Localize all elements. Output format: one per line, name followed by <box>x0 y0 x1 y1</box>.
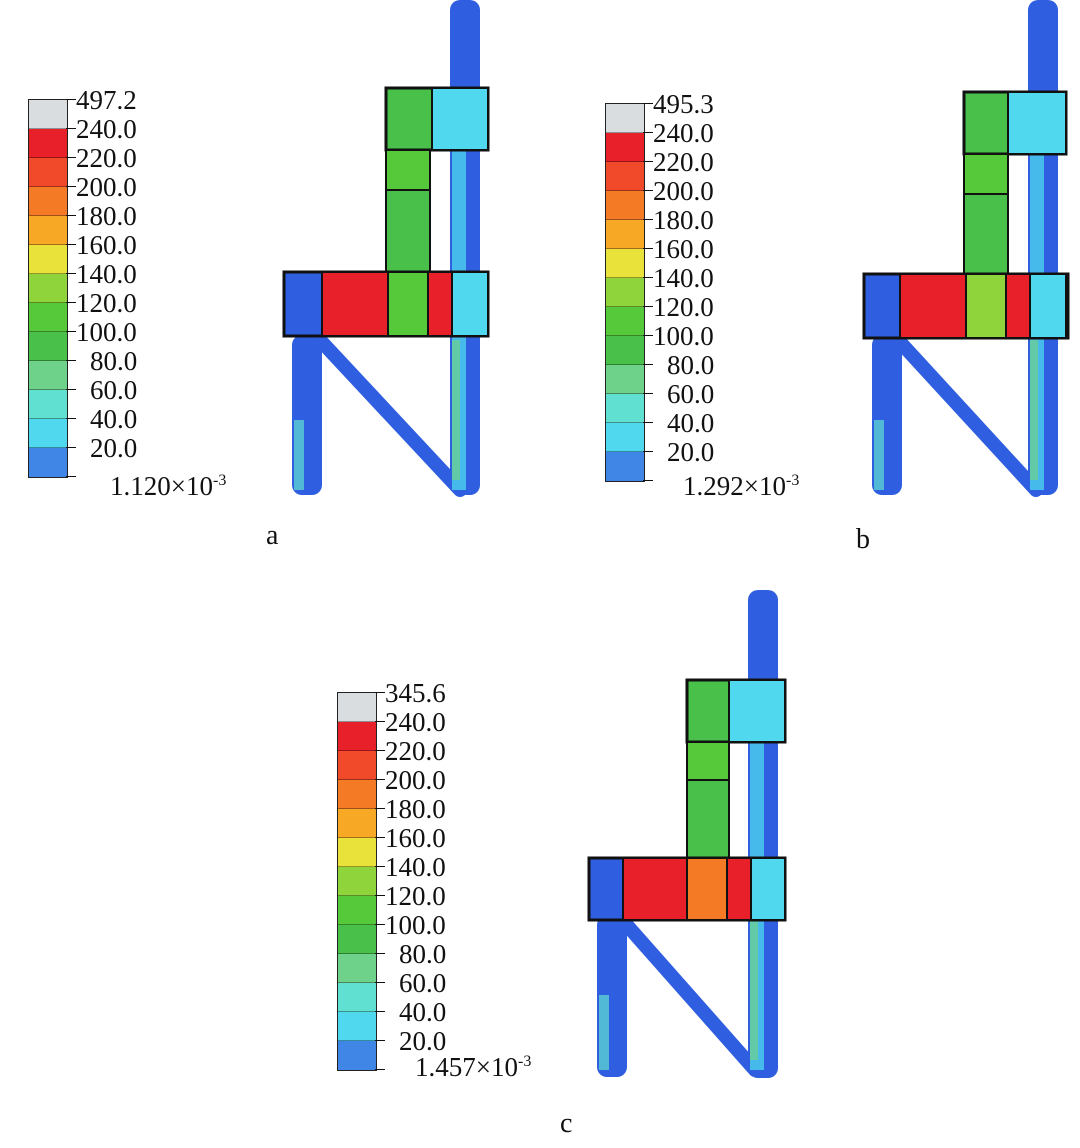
legend-tick-label: 120.0 <box>653 292 714 322</box>
legend-tick-label: 40.0 <box>667 408 715 438</box>
legend-tick-label: 180.0 <box>653 205 714 235</box>
legend-tick-label: 200.0 <box>653 176 714 206</box>
legend-tick-label: 80.0 <box>90 346 138 376</box>
legend-tick-label: 60.0 <box>90 375 138 405</box>
legend-tick-label: 100.0 <box>653 321 714 351</box>
legend-tick-label: 200.0 <box>76 172 137 202</box>
legend-tick-label: 160.0 <box>653 234 714 264</box>
legend-tick-label: 240.0 <box>76 114 137 144</box>
legend-tick-label: 60.0 <box>399 968 447 998</box>
legend-tick-label: 140.0 <box>653 263 714 293</box>
legend-tick-label: 40.0 <box>399 997 447 1027</box>
legend-tick-label: 160.0 <box>76 230 137 260</box>
legend-min-label: 1.292×10-3 <box>683 471 800 501</box>
legend-tick-label: 220.0 <box>385 736 446 766</box>
legend-tick-label: 220.0 <box>76 143 137 173</box>
legend-tick-label: 20.0 <box>667 437 715 467</box>
legend-max-label: 345.6 <box>385 678 446 708</box>
legend-min-label: 1.120×10-3 <box>110 471 227 501</box>
legend-colorbar-c <box>337 692 377 1071</box>
legend-tick-label: 140.0 <box>385 852 446 882</box>
legend-tick-label: 180.0 <box>76 201 137 231</box>
legend-tick-label: 20.0 <box>399 1026 447 1056</box>
legend-colorbar-b <box>605 103 645 482</box>
structure-model-c <box>587 590 787 1078</box>
legend-tick-label: 140.0 <box>76 259 137 289</box>
legend-tick-label: 40.0 <box>90 404 138 434</box>
legend-tick-label: 80.0 <box>667 350 715 380</box>
legend-tick-label: 220.0 <box>653 147 714 177</box>
legend-tick-label: 60.0 <box>667 379 715 409</box>
legend-max-label: 497.2 <box>76 85 137 115</box>
legend-max-label: 495.3 <box>653 89 714 119</box>
structure-model-a <box>282 0 490 497</box>
legend-tick-label: 200.0 <box>385 765 446 795</box>
legend-tick-label: 120.0 <box>76 288 137 318</box>
legend-tick-label: 240.0 <box>653 118 714 148</box>
legend-colorbar-a <box>28 99 68 478</box>
panel-label-a: a <box>266 520 279 551</box>
panel-label-b: b <box>856 524 870 555</box>
panel-label-c: c <box>560 1108 573 1139</box>
legend-tick-label: 240.0 <box>385 707 446 737</box>
legend-tick-label: 20.0 <box>90 433 138 463</box>
structure-model-b <box>862 0 1070 497</box>
legend-tick-label: 160.0 <box>385 823 446 853</box>
legend-min-label: 1.457×10-3 <box>415 1052 532 1082</box>
legend-tick-label: 120.0 <box>385 881 446 911</box>
legend-tick-label: 180.0 <box>385 794 446 824</box>
legend-tick-label: 100.0 <box>76 317 137 347</box>
legend-tick-label: 80.0 <box>399 939 447 969</box>
legend-tick-label: 100.0 <box>385 910 446 940</box>
